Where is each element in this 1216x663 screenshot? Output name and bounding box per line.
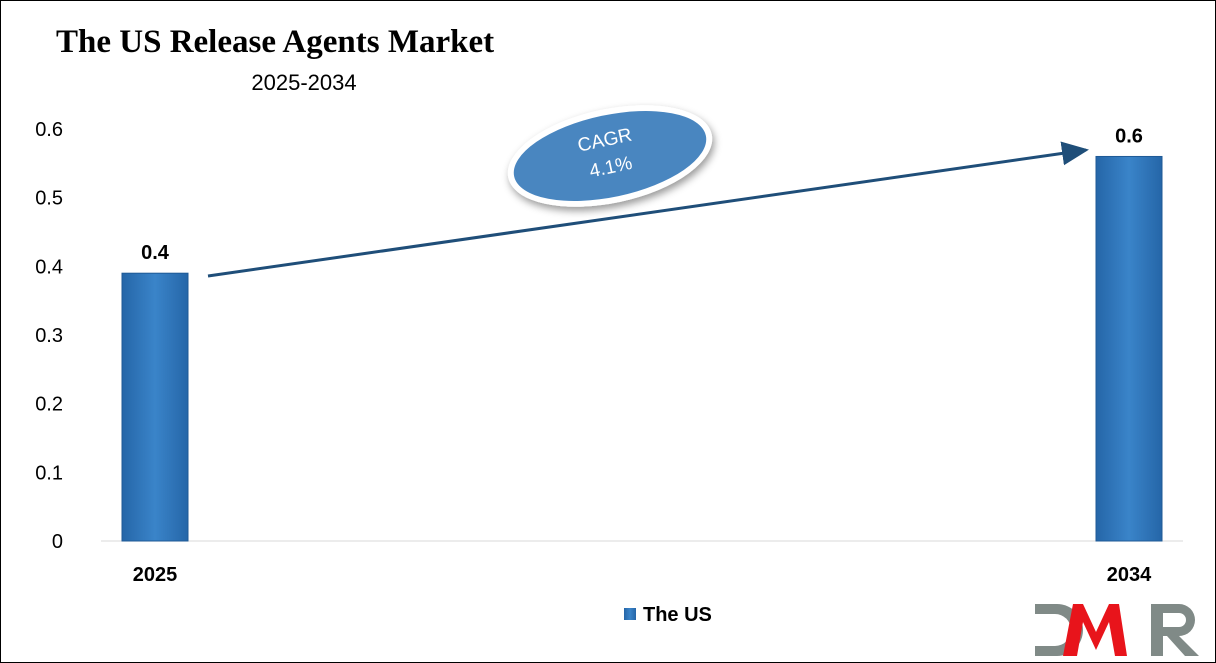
y-tick-label: 0.3 [35, 325, 63, 347]
y-tick-label: 0.4 [35, 256, 63, 278]
bar-2025 [121, 272, 189, 542]
y-tick-label: 0 [52, 531, 63, 553]
legend-swatch [624, 608, 636, 620]
data-label: 0.6 [1115, 125, 1143, 147]
chart-subtitle: 2025-2034 [251, 70, 356, 95]
chart-title: The US Release Agents Market [56, 24, 494, 60]
bar-2034 [1095, 155, 1163, 542]
x-tick-label: 2034 [1107, 564, 1152, 586]
y-tick-label: 0.1 [35, 462, 63, 484]
y-tick-label: 0.6 [35, 119, 63, 141]
cagr-arrow [207, 141, 1089, 278]
x-tick-label: 2025 [133, 564, 178, 586]
data-label: 0.4 [141, 242, 170, 264]
y-tick-label: 0.5 [35, 188, 63, 210]
legend-label: The US [643, 604, 712, 626]
y-tick-label: 0.2 [35, 394, 63, 416]
dmr-logo [1035, 604, 1199, 656]
cagr-bubble [507, 105, 713, 207]
